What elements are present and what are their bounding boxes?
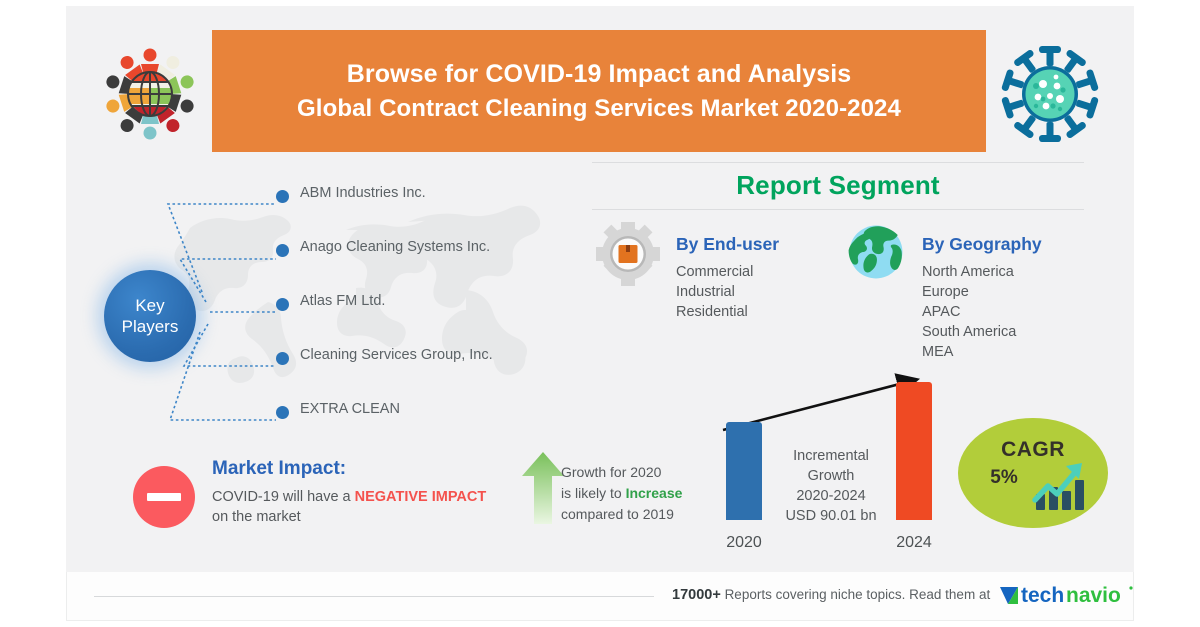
segment-geography-item: MEA [922, 344, 954, 360]
report-segment-columns: By End-user Commercial Industrial Reside… [592, 218, 1092, 362]
technavio-logo[interactable]: tech navio [998, 580, 1140, 608]
segment-end-user-item: Industrial [676, 284, 735, 300]
chart-center-line-3: 2020-2024 [796, 488, 866, 504]
market-impact-title: Market Impact: [212, 458, 347, 479]
chart-center-line-2: Growth [807, 468, 855, 484]
chart-center-line-4: USD 90.01 bn [785, 508, 877, 524]
bullet-dot-icon [276, 298, 289, 311]
report-segment-header: Report Segment [592, 162, 1084, 210]
market-impact-body-post: on the market [212, 509, 301, 525]
growth-line-3: compared to 2019 [561, 506, 674, 522]
segment-geography-item: South America [922, 324, 1017, 340]
svg-text:tech: tech [1021, 584, 1064, 607]
market-impact-body-pre: COVID-19 will have a [212, 489, 355, 505]
footer-text: 17000+ Reports covering niche topics. Re… [672, 587, 990, 603]
bullet-dot-icon [276, 190, 289, 203]
growth-chart-icon [1032, 456, 1094, 514]
cagr-badge: CAGR 5% [958, 418, 1108, 528]
segment-geography-item: North America [922, 264, 1014, 280]
list-item[interactable]: Atlas FM Ltd. [276, 293, 576, 348]
banner-title-line-1: Browse for COVID-19 Impact and Analysis [346, 59, 852, 88]
key-player-label: Atlas FM Ltd. [300, 293, 386, 309]
bar-label-2024: 2024 [896, 534, 932, 551]
key-player-label: Cleaning Services Group, Inc. [300, 347, 493, 363]
svg-text:navio: navio [1066, 584, 1121, 607]
header-banner: Browse for COVID-19 Impact and Analysis … [212, 30, 986, 152]
minus-circle-icon [133, 466, 195, 528]
key-player-label: Anago Cleaning Systems Inc. [300, 239, 491, 255]
segment-geography-item: Europe [922, 284, 969, 300]
market-impact-body: COVID-19 will have a NEGATIVE IMPACT on … [212, 487, 486, 527]
bullet-dot-icon [276, 244, 289, 257]
growth-text-block: Growth for 2020 is likely to Increase co… [561, 462, 682, 525]
growth-line-2-pre: is likely to [561, 485, 626, 501]
cagr-value: 5% [990, 467, 1018, 488]
key-players-bubble-line-1: Key [135, 296, 165, 315]
list-item[interactable]: Cleaning Services Group, Inc. [276, 347, 576, 402]
list-item[interactable]: EXTRA CLEAN [276, 401, 576, 456]
chart-center-line-1: Incremental [793, 448, 869, 464]
bar-label-2020: 2020 [726, 534, 762, 551]
segment-geography-heading: By Geography [922, 234, 1042, 254]
market-impact-block: Market Impact: COVID-19 will have a NEGA… [212, 458, 486, 527]
segment-geography-item: APAC [922, 304, 961, 320]
trend-arrow-icon [720, 370, 940, 440]
footer-caption: Reports covering niche topics. Read them… [724, 587, 991, 602]
segment-end-user-item: Commercial [676, 264, 754, 280]
growth-line-1: Growth for 2020 [561, 464, 662, 480]
key-player-label: EXTRA CLEAN [300, 401, 400, 417]
banner-title-line-2: Global Contract Cleaning Services Market… [297, 94, 901, 122]
list-item[interactable]: ABM Industries Inc. [276, 185, 576, 240]
bar-2024 [896, 382, 932, 520]
people-globe-icon [100, 44, 200, 144]
market-impact-emphasis: NEGATIVE IMPACT [354, 489, 487, 505]
segment-end-user-heading: By End-user [676, 234, 780, 254]
key-player-label: ABM Industries Inc. [300, 185, 426, 201]
chart-center-label: Incremental Growth 2020-2024 USD 90.01 b… [766, 446, 896, 526]
key-players-connectors [140, 180, 300, 440]
footer-report-count: 17000+ [672, 587, 721, 603]
key-players-list: ABM Industries Inc. Anago Cleaning Syste… [276, 185, 576, 456]
gear-package-icon [592, 218, 664, 362]
key-players-bubble-line-2: Players [121, 317, 179, 336]
report-segment-title: Report Segment [736, 170, 940, 200]
minus-glyph [147, 493, 181, 501]
up-arrow-icon [521, 452, 565, 524]
key-players-bubble: Key Players [104, 270, 196, 362]
incremental-growth-chart: 2020 2024 Incremental Growth 2020-2024 U… [700, 370, 960, 560]
growth-emphasis: Increase [625, 485, 683, 501]
bar-2020 [726, 422, 762, 520]
list-item[interactable]: Anago Cleaning Systems Inc. [276, 239, 576, 294]
bullet-dot-icon [276, 406, 289, 419]
cagr-title: CAGR [1001, 438, 1065, 461]
footer-divider [94, 596, 654, 597]
segment-geography: By Geography North America Europe APAC S… [842, 218, 1092, 362]
bullet-dot-icon [276, 352, 289, 365]
divider-bottom [592, 209, 1084, 210]
segment-end-user: By End-user Commercial Industrial Reside… [592, 218, 842, 362]
coronavirus-icon [1000, 44, 1100, 144]
globe-icon [842, 218, 910, 362]
segment-end-user-item: Residential [676, 304, 748, 320]
divider-top [592, 162, 1084, 163]
growth-line-2: is likely to Increase [561, 483, 682, 504]
